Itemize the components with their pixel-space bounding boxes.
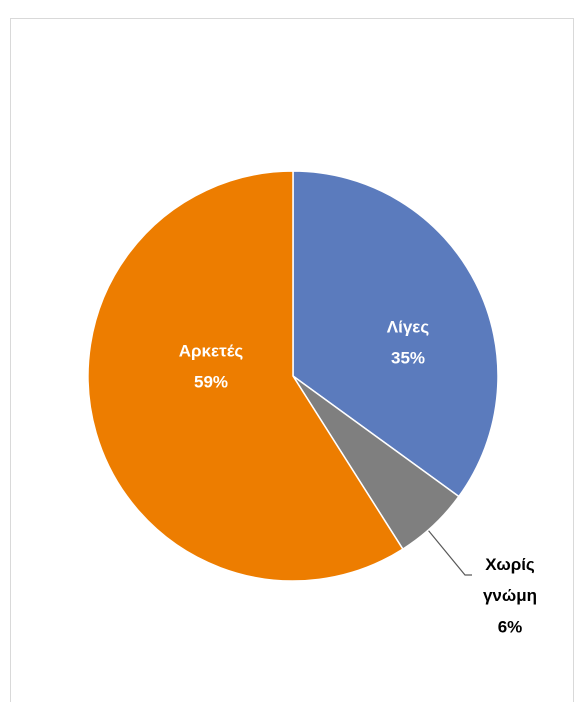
- slice-value-label: 35%: [391, 348, 425, 367]
- slice-category-label: Αρκετές: [179, 341, 244, 360]
- pie-slice: [292, 170, 499, 498]
- slice-category-label: Χωρίς γνώμη: [483, 555, 537, 605]
- chart-frame: [10, 18, 574, 702]
- leader-line: [427, 529, 472, 576]
- slice-value-label: 6%: [498, 617, 523, 636]
- slice-value-label: 59%: [194, 372, 228, 391]
- slice-category-label: Λίγες: [387, 317, 430, 336]
- pie-slice: [87, 170, 404, 582]
